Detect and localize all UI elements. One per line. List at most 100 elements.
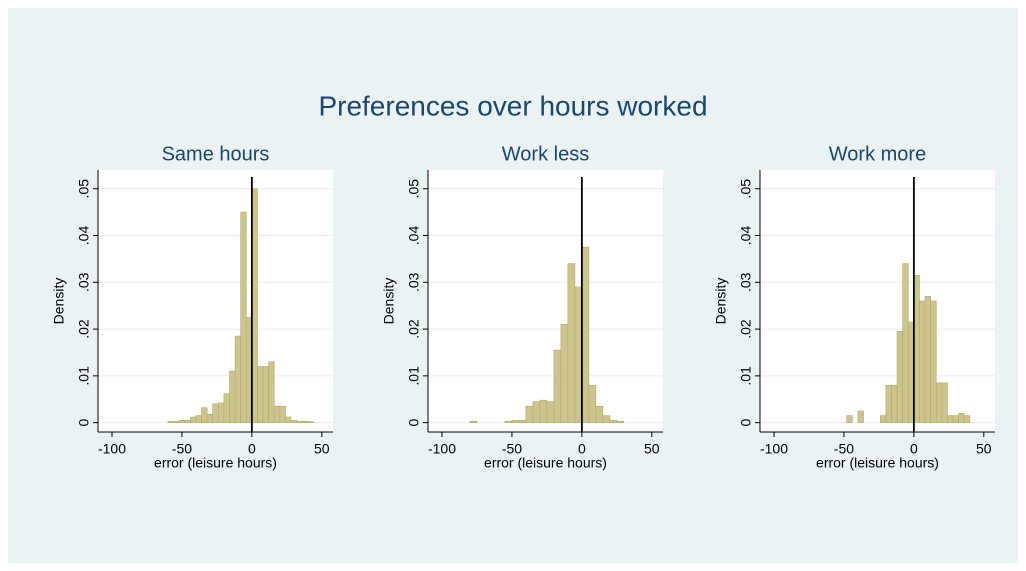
histogram-bar [963,415,971,423]
x-tick-label: -100 [428,441,456,457]
histogram-bar [518,420,527,423]
y-tick-label: .03 [406,272,422,292]
histogram-bar [262,366,269,423]
x-axis-label: error (leisure hours) [154,455,277,471]
y-tick-label: .02 [76,319,92,339]
plot-area [428,170,663,432]
y-tick-label: .01 [406,366,422,386]
histogram-bar [206,413,214,423]
y-tick-label: 0 [406,419,422,427]
histogram-bar [879,415,887,423]
histogram-bar [201,407,208,423]
chart-title: Preferences over hours worked [318,90,707,121]
histogram-bar [574,286,583,423]
histogram-bar [958,412,965,423]
histogram-bar [229,370,236,423]
y-axis-label: Density [381,278,397,325]
y-tick-label: 0 [76,419,92,427]
histogram-bar [952,415,959,423]
histogram-bar [891,384,898,423]
histogram-bar [268,361,275,423]
subplot-title: Same hours [162,143,270,165]
histogram-bar [167,420,174,423]
plot-area [98,170,333,432]
x-tick-label: 50 [314,441,330,457]
histogram-bar [257,366,264,423]
subplot-title: Work more [829,143,926,165]
x-tick-label: -50 [172,441,192,457]
y-tick-label: .05 [738,179,754,199]
histogram-bar [240,211,247,423]
histogram-bar [609,420,618,423]
histogram-bar [184,420,191,423]
histogram-bar [902,263,909,423]
x-tick-label: 50 [644,441,660,457]
y-tick-label: .02 [738,319,754,339]
histogram-bar [504,420,513,423]
histogram-bar [285,416,292,423]
histogram-bar [234,335,241,423]
x-axis-label: error (leisure hours) [816,455,939,471]
y-tick-label: .03 [738,272,754,292]
histogram-bar [212,403,219,423]
histogram-bar [525,405,534,423]
y-tick-label: .04 [738,226,754,246]
y-tick-label: .05 [76,179,92,199]
plot-area [760,170,995,432]
histogram-bar [595,405,604,423]
histogram-bar [532,401,541,423]
histogram-bar [511,420,520,423]
histogram-bar [924,296,931,423]
x-tick-label: -50 [502,441,522,457]
histogram-bar [178,420,186,423]
histogram-bar [296,420,303,423]
y-tick-label: .03 [76,272,92,292]
x-tick-label: 0 [248,441,256,457]
histogram-bar [616,420,625,423]
histogram-bar [857,410,864,423]
histogram-bar [602,415,611,423]
histogram-bar [190,416,197,423]
y-axis-label: Density [51,278,67,325]
histogram-bar [546,401,555,423]
histogram-bar [581,246,590,423]
x-tick-label: -100 [760,441,788,457]
y-tick-label: 0 [738,419,754,427]
y-tick-label: .01 [76,366,92,386]
histogram-bar [588,384,597,423]
histogram-bar [301,420,309,423]
histogram-bar [930,300,937,423]
y-tick-label: .04 [406,226,422,246]
histogram-bar [941,382,948,423]
histogram-bar [279,405,286,423]
histogram-bar [896,331,903,423]
y-axis-label: Density [713,278,729,325]
y-tick-label: .02 [406,319,422,339]
x-tick-label: -100 [98,441,126,457]
histogram-bar [290,420,297,423]
y-tick-label: .01 [738,366,754,386]
histogram-bar [217,402,225,423]
x-axis-label: error (leisure hours) [484,455,607,471]
y-tick-label: .05 [406,179,422,199]
histogram-bar [173,420,180,423]
subplot-title: Work less [502,143,589,165]
histogram-bar [553,349,562,423]
histogram-bar [223,393,230,423]
histogram-bar [846,415,853,423]
histogram-bar [560,324,569,423]
histogram-bar [195,415,202,423]
y-tick-label: .04 [76,226,92,246]
histogram-bar [469,420,478,423]
x-tick-label: 0 [578,441,586,457]
histogram-bar [307,421,314,423]
histogram-bar [935,382,943,423]
x-tick-label: 0 [910,441,918,457]
histogram-bar [885,384,892,423]
histogram-bar [567,263,576,423]
histogram-bar [273,405,281,423]
x-tick-label: -50 [834,441,854,457]
x-tick-label: 50 [976,441,992,457]
histogram-bar [539,399,548,423]
histogram-bar [919,300,926,423]
